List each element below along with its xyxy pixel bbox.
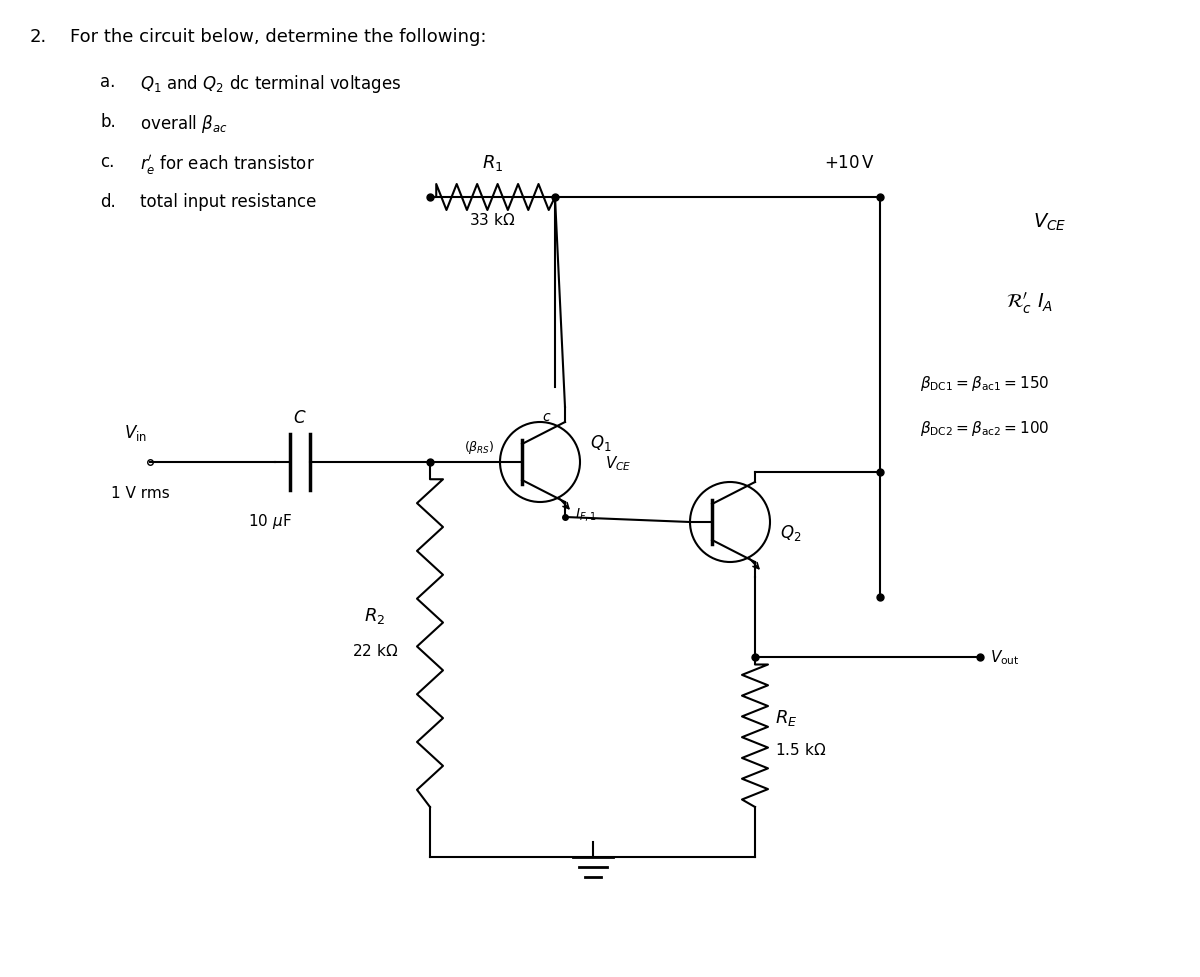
Text: $I_{F,1}$: $I_{F,1}$ [575,506,596,523]
Text: $C$: $C$ [293,408,307,427]
Text: $+10\,\mathrm{V}$: $+10\,\mathrm{V}$ [824,153,876,172]
Text: $Q_1$ and $Q_2$ dc terminal voltages: $Q_1$ and $Q_2$ dc terminal voltages [140,73,401,95]
Text: 2.: 2. [30,28,47,46]
Text: c.: c. [100,152,114,171]
Text: $r_e'$ for each transistor: $r_e'$ for each transistor [140,152,314,177]
Text: $V_{\rm{in}}$: $V_{\rm{in}}$ [124,423,146,443]
Text: $Q_1$: $Q_1$ [590,433,612,452]
Text: $33\ \mathrm{k}\Omega$: $33\ \mathrm{k}\Omega$ [469,212,516,228]
Text: $R_1$: $R_1$ [482,152,503,173]
Text: $V_{CE}$: $V_{CE}$ [605,453,631,472]
Text: d.: d. [100,192,115,211]
Text: $22\ \mathrm{k}\Omega$: $22\ \mathrm{k}\Omega$ [352,642,398,658]
Text: $1.5\ \mathrm{k}\Omega$: $1.5\ \mathrm{k}\Omega$ [775,742,826,757]
Text: b.: b. [100,113,115,131]
Text: $\mathcal{R}_c'\ I_A$: $\mathcal{R}_c'\ I_A$ [1007,290,1054,316]
Text: $V_{CE}$: $V_{CE}$ [1033,212,1067,234]
Text: $\beta_{\mathrm{DC1}} = \beta_{\mathrm{ac1}} = 150$: $\beta_{\mathrm{DC1}} = \beta_{\mathrm{a… [920,373,1050,393]
Text: For the circuit below, determine the following:: For the circuit below, determine the fol… [70,28,486,46]
Text: 1 V rms: 1 V rms [110,486,169,500]
Text: overall $\beta_{ac}$: overall $\beta_{ac}$ [140,113,228,135]
Text: a.: a. [100,73,115,91]
Text: $R_2$: $R_2$ [365,605,385,625]
Text: $(\beta_{RS})$: $(\beta_{RS})$ [464,439,496,455]
Text: $V_{\rm{out}}$: $V_{\rm{out}}$ [990,648,1020,666]
Text: $R_E$: $R_E$ [775,707,798,727]
Text: $\beta_{\mathrm{DC2}} = \beta_{\mathrm{ac2}} = 100$: $\beta_{\mathrm{DC2}} = \beta_{\mathrm{a… [920,418,1050,438]
Text: $Q_2$: $Q_2$ [780,523,802,542]
Text: $c$: $c$ [542,409,552,424]
Text: $10\ \mu\mathrm{F}$: $10\ \mu\mathrm{F}$ [248,512,292,531]
Text: total input resistance: total input resistance [140,192,317,211]
